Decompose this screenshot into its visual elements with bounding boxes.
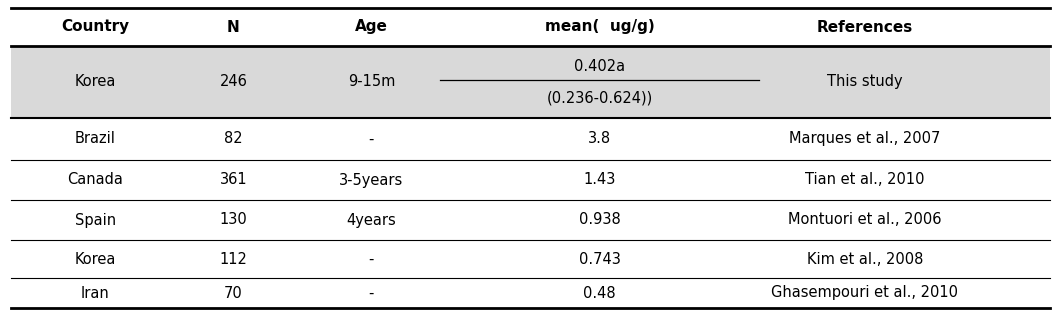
Text: mean(  ug/g): mean( ug/g) (544, 20, 655, 35)
Text: Age: Age (355, 20, 387, 35)
Text: 112: 112 (220, 251, 247, 267)
Text: 0.402a: 0.402a (574, 59, 625, 74)
Text: 3.8: 3.8 (588, 132, 611, 146)
Text: 246: 246 (220, 74, 247, 89)
Text: Marques et al., 2007: Marques et al., 2007 (789, 132, 940, 146)
Text: -: - (368, 132, 375, 146)
Text: 4years: 4years (347, 212, 396, 228)
Text: Ghasempouri et al., 2010: Ghasempouri et al., 2010 (771, 286, 958, 301)
Text: 70: 70 (224, 286, 243, 301)
Text: Tian et al., 2010: Tian et al., 2010 (805, 172, 924, 187)
Bar (11, 46, 1050, 118)
Text: Montuori et al., 2006: Montuori et al., 2006 (788, 212, 941, 228)
Text: 3-5years: 3-5years (340, 172, 403, 187)
Text: This study: This study (827, 74, 903, 89)
Text: (0.236-0.624)): (0.236-0.624)) (546, 90, 653, 105)
Text: 0.743: 0.743 (578, 251, 621, 267)
Text: 82: 82 (224, 132, 243, 146)
Text: 0.938: 0.938 (578, 212, 621, 228)
Text: -: - (368, 251, 375, 267)
Text: References: References (817, 20, 912, 35)
Text: Iran: Iran (81, 286, 110, 301)
Text: -: - (368, 286, 375, 301)
Text: Korea: Korea (75, 251, 116, 267)
Text: 361: 361 (220, 172, 247, 187)
Text: 0.48: 0.48 (584, 286, 615, 301)
Text: Canada: Canada (68, 172, 123, 187)
Text: Kim et al., 2008: Kim et al., 2008 (806, 251, 923, 267)
Text: 130: 130 (220, 212, 247, 228)
Text: Spain: Spain (75, 212, 116, 228)
Text: N: N (227, 20, 240, 35)
Text: Brazil: Brazil (75, 132, 116, 146)
Text: Country: Country (62, 20, 129, 35)
Text: Korea: Korea (75, 74, 116, 89)
Text: 9-15m: 9-15m (348, 74, 395, 89)
Text: 1.43: 1.43 (584, 172, 615, 187)
